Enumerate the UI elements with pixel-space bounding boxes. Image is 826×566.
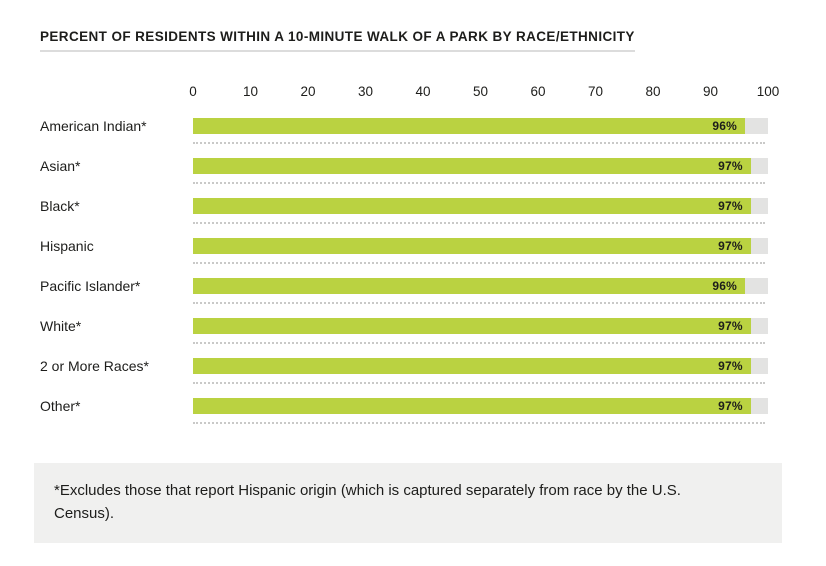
bar-value-label: 97% (718, 399, 743, 413)
bar-track-area: 97% (193, 226, 768, 266)
chart-row: White* 97% (40, 306, 786, 346)
chart-row: Hispanic 97% (40, 226, 786, 266)
x-axis-tick: 0 (189, 84, 197, 99)
bar: 97% (193, 158, 751, 174)
x-axis-tick: 80 (645, 84, 661, 99)
bar-value-label: 97% (718, 159, 743, 173)
bar-track-area: 96% (193, 266, 768, 306)
row-separator (193, 342, 765, 344)
row-separator (193, 262, 765, 264)
row-separator (193, 382, 765, 384)
chart-rows: American Indian* 96% Asian* 97% Black* 97% His… (40, 106, 786, 426)
x-axis: 0 10 20 30 40 50 60 70 80 90 100 (189, 84, 779, 106)
row-separator (193, 222, 765, 224)
row-separator (193, 422, 765, 424)
bar: 97% (193, 238, 751, 254)
x-axis-tick: 60 (530, 84, 546, 99)
bar-value-label: 96% (712, 119, 737, 133)
bar-track-area: 97% (193, 386, 768, 426)
category-label: Hispanic (40, 238, 94, 254)
chart-row: Pacific Islander* 96% (40, 266, 786, 306)
footnote-box: *Excludes those that report Hispanic ori… (34, 463, 782, 543)
category-label: 2 or More Races* (40, 358, 149, 374)
bar: 96% (193, 278, 745, 294)
bar-value-label: 97% (718, 319, 743, 333)
bar: 97% (193, 198, 751, 214)
category-label: American Indian* (40, 118, 147, 134)
bar-track-area: 97% (193, 346, 768, 386)
x-axis-tick: 20 (300, 84, 316, 99)
bar-value-label: 97% (718, 359, 743, 373)
bar-track-area: 97% (193, 146, 768, 186)
row-separator (193, 182, 765, 184)
category-label: Pacific Islander* (40, 278, 141, 294)
footnote-text: *Excludes those that report Hispanic ori… (54, 482, 681, 522)
x-axis-tick: 10 (242, 84, 259, 99)
x-axis-tick: 70 (587, 84, 604, 99)
category-label: Other* (40, 398, 81, 414)
bar-value-label: 97% (718, 199, 743, 213)
row-separator (193, 142, 765, 144)
chart-row: American Indian* 96% (40, 106, 786, 146)
bar: 97% (193, 318, 751, 334)
bar-track-area: 97% (193, 306, 768, 346)
chart-row: Black* 97% (40, 186, 786, 226)
x-axis-tick: 40 (415, 84, 431, 99)
chart-row: 2 or More Races* 97% (40, 346, 786, 386)
chart-row: Asian* 97% (40, 146, 786, 186)
category-label: White* (40, 318, 82, 334)
chart-row: Other* 97% (40, 386, 786, 426)
bar-value-label: 96% (712, 279, 737, 293)
x-axis-tick: 90 (702, 84, 719, 99)
bar-track-area: 96% (193, 106, 768, 146)
category-label: Asian* (40, 158, 81, 174)
x-axis-tick: 100 (756, 84, 780, 99)
category-label: Black* (40, 198, 80, 214)
bar-value-label: 97% (718, 239, 743, 253)
row-separator (193, 302, 765, 304)
bar: 97% (193, 398, 751, 414)
x-axis-tick: 50 (472, 84, 489, 99)
bar-chart: 0 10 20 30 40 50 60 70 80 90 100 American Indian* 9… (40, 84, 786, 426)
x-axis-tick: 30 (357, 84, 374, 99)
chart-title: PERCENT OF RESIDENTS WITHIN A 10-MINUTE … (40, 29, 635, 52)
bar: 97% (193, 358, 751, 374)
bar-track-area: 97% (193, 186, 768, 226)
bar: 96% (193, 118, 745, 134)
